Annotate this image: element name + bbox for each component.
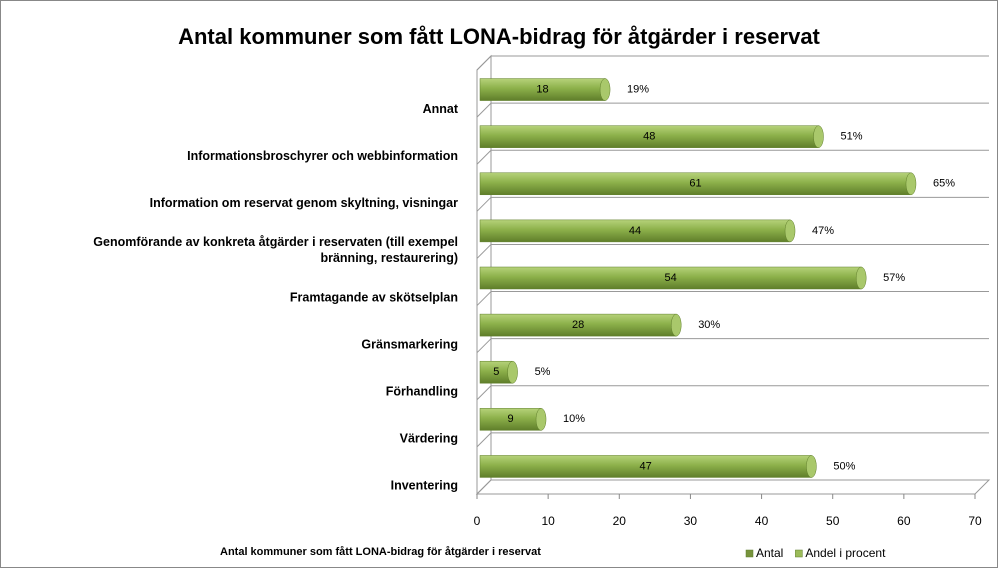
percent-label: 65% [933,178,955,190]
data-label: 5 [493,366,499,378]
side-grid-line [476,432,492,448]
percent-label: 5% [535,366,551,378]
data-label: 54 [664,272,676,284]
data-label: 47 [640,460,652,472]
side-grid-line [476,479,492,495]
category-label-line: Genomförande av konkreta åtgärder i rese… [93,235,458,249]
bar-end [535,408,547,431]
bar-end [813,125,824,148]
category-label: Förhandling [386,385,458,399]
side-grid-line [476,338,492,354]
side-grid-line [476,291,492,306]
data-label: 9 [507,413,513,425]
percent-label: 51% [840,131,862,143]
data-label: 28 [572,319,584,331]
x-tick-label: 10 [541,514,555,528]
category-label: Inventering [391,479,458,493]
category-label-line: bränning, restaurering) [320,251,458,265]
side-grid-line [476,385,492,401]
x-tick-label: 40 [755,514,769,528]
category-label: Annat [423,102,459,116]
legend-label: Antal [756,546,783,560]
percent-label: 50% [833,460,855,472]
category-label: Gränsmarkering [361,337,458,351]
category-label: Genomförande av konkreta åtgärder i rese… [93,235,458,265]
bar-end [784,219,796,243]
bar-end [806,455,817,478]
side-grid-line [476,55,492,71]
legend-label: Andel i procent [805,546,886,560]
category-label: Värdering [400,432,458,446]
category-label: Framtagande av skötselplan [290,290,458,304]
x-tick-label: 70 [968,514,982,528]
category-label: Informationsbroschyrer och webbinformati… [187,149,458,163]
x-tick-label: 20 [613,514,627,528]
x-tick-label: 30 [684,514,698,528]
data-label: 18 [536,83,548,95]
percent-label: 57% [883,272,905,284]
percent-label: 10% [563,413,585,425]
data-label: 61 [689,178,701,190]
chart-title: Antal kommuner som fått LONA-bidrag för … [178,24,820,49]
side-grid-line [476,149,492,165]
bar-end [670,313,682,337]
bar-end [599,78,611,101]
floor [475,479,991,495]
legend-swatch [745,549,754,558]
side-grid-line [476,196,492,212]
bar-end [905,172,917,196]
percent-label: 30% [698,319,720,331]
data-label: 44 [629,225,641,237]
side-grid-line [476,244,492,259]
x-tick-label: 50 [826,514,840,528]
x-tick-label: 60 [897,514,911,528]
percent-label: 47% [812,225,834,237]
x-tick-label: 0 [474,514,481,528]
x-axis-label: Antal kommuner som fått LONA-bidrag för … [220,546,541,558]
category-label: Information om reservat genom skyltning,… [150,196,459,210]
legend-swatch [795,549,803,558]
side-grid-line [476,102,492,118]
bar-end [507,360,518,384]
percent-label: 19% [627,83,649,95]
legend: Antal Andel i procent [745,546,886,560]
bar-end [855,266,867,290]
data-label: 48 [643,131,655,143]
